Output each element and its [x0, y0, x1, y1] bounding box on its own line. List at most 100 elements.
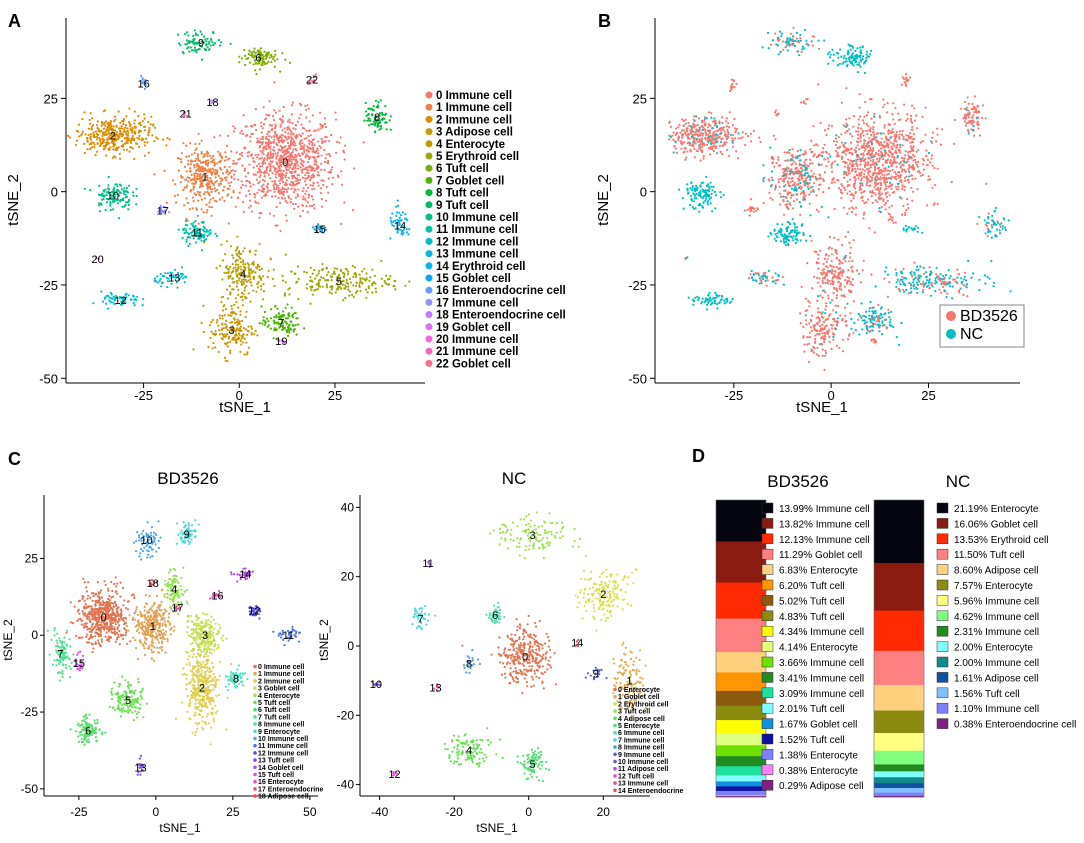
cell-point	[811, 189, 815, 192]
cell-point	[207, 168, 210, 171]
cell-point	[853, 167, 857, 170]
cell-point	[241, 295, 244, 298]
cell-point	[820, 205, 823, 208]
cell-point	[726, 133, 730, 136]
cell-point	[700, 149, 704, 153]
cell-point	[779, 203, 782, 206]
cell-point	[849, 141, 853, 144]
cell-point	[890, 145, 893, 148]
cell-point	[726, 148, 729, 151]
cell-point	[873, 163, 876, 167]
cell-point	[799, 312, 802, 315]
cell-point	[125, 186, 128, 189]
cell-point	[845, 122, 848, 125]
cell-point	[309, 276, 312, 279]
cell-point	[113, 186, 116, 189]
cell-point	[741, 131, 744, 134]
cell-point	[850, 147, 853, 150]
cell-point	[230, 314, 233, 317]
cell-point	[862, 175, 866, 178]
cell-point	[120, 135, 124, 138]
cell-point	[282, 105, 285, 109]
cell-point	[313, 156, 316, 160]
cell-point	[96, 142, 99, 145]
cell-point	[713, 137, 717, 140]
cell-point	[286, 120, 290, 123]
cell-point	[804, 167, 807, 170]
cell-point	[237, 263, 240, 266]
cell-point	[123, 187, 126, 190]
cell-point	[869, 164, 873, 167]
cell-point	[257, 162, 261, 165]
cell-point	[277, 312, 281, 315]
cell-point	[778, 185, 781, 188]
cell-point	[848, 241, 851, 244]
cell-point	[74, 143, 77, 146]
cell-point	[799, 213, 802, 216]
cell-point	[300, 159, 303, 162]
cell-point	[274, 168, 277, 171]
cell-point	[858, 93, 861, 96]
cell-point	[371, 291, 374, 294]
cell-point	[254, 271, 257, 274]
cell-point	[821, 279, 824, 282]
cell-point	[94, 154, 97, 157]
cell-point	[293, 164, 296, 167]
cell-point	[201, 58, 204, 61]
cell-point	[251, 270, 254, 273]
cell-point	[398, 216, 401, 219]
cell-point	[105, 130, 108, 133]
cell-point	[913, 119, 916, 122]
cell-point	[895, 130, 898, 133]
cell-point	[861, 196, 864, 199]
cell-point	[280, 136, 283, 139]
cell-point	[843, 165, 846, 168]
cell-point	[348, 290, 351, 293]
cell-point	[836, 151, 839, 154]
cell-point	[325, 153, 328, 156]
cell-point	[210, 321, 213, 324]
cell-point	[205, 238, 208, 241]
cell-point	[297, 167, 300, 170]
cell-point	[255, 178, 258, 181]
cell-point	[254, 329, 257, 332]
cell-point	[869, 146, 872, 149]
cell-point	[897, 112, 900, 115]
cell-point	[899, 146, 902, 149]
cell-point	[243, 337, 246, 341]
cell-point	[258, 68, 262, 71]
cell-point	[258, 171, 261, 174]
cell-point	[261, 143, 264, 146]
cell-point	[918, 171, 922, 174]
cell-point	[911, 199, 914, 202]
cell-point	[800, 186, 803, 189]
cell-point	[867, 173, 870, 176]
cell-point	[679, 140, 682, 143]
cell-point	[305, 283, 309, 286]
cell-point	[247, 346, 250, 349]
cell-point	[365, 110, 368, 113]
cell-point	[895, 165, 898, 168]
cell-point	[835, 296, 838, 299]
cell-point	[317, 184, 320, 187]
cell-point	[158, 279, 161, 283]
cell-point	[839, 314, 842, 317]
cell-point	[877, 154, 880, 157]
cell-point	[306, 169, 309, 172]
cell-point	[208, 201, 211, 204]
cell-point	[233, 321, 237, 324]
cell-point	[272, 146, 275, 149]
cell-point	[684, 118, 687, 121]
cell-point	[237, 338, 240, 341]
cell-point	[267, 60, 270, 64]
cell-point	[891, 113, 894, 116]
cell-point	[271, 124, 274, 127]
cell-point	[156, 275, 159, 278]
cell-point	[302, 176, 305, 179]
cell-point	[725, 125, 728, 128]
cell-point	[841, 319, 844, 322]
cell-point	[879, 141, 883, 144]
cell-point	[100, 290, 103, 293]
cell-point	[891, 168, 894, 172]
cell-point	[852, 165, 855, 168]
